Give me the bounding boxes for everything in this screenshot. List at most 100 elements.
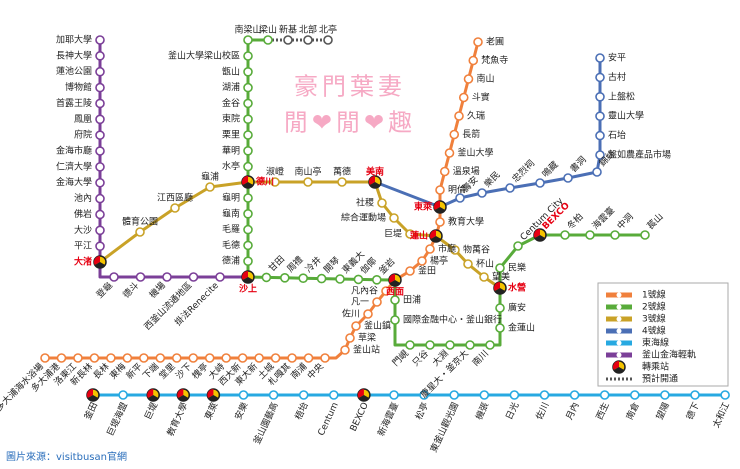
station (238, 390, 249, 400)
legend-label: 預計開通 (642, 373, 678, 385)
station-label: 毛德 (222, 239, 240, 251)
transfer-icon (86, 389, 93, 398)
transfer-icon (241, 176, 248, 185)
station-label: 水亭 (222, 160, 240, 172)
station-label: 國際金融中心・釜山銀行 (403, 314, 502, 326)
station-label: 華明 (222, 144, 240, 156)
station (298, 273, 309, 284)
station (243, 114, 253, 124)
transfer-label: 大渚 (74, 256, 92, 268)
station-label: 釜山大學梁山校區 (168, 50, 240, 62)
watermark: 豪門葉妻 (294, 73, 406, 101)
station-label: 靈山大學 (608, 110, 644, 122)
transfer-icon (177, 389, 184, 398)
station (371, 274, 382, 285)
station (170, 203, 180, 213)
station-label: 佐川 (342, 308, 360, 320)
transfer-icon (429, 230, 436, 239)
transfer-icon (534, 235, 546, 242)
station (435, 217, 445, 227)
station (243, 130, 253, 140)
station-label: 盤如農產品市場 (608, 149, 671, 161)
transfer-icon (368, 176, 375, 185)
transfer-label: 沙上 (239, 283, 257, 295)
station (595, 111, 605, 121)
transfer-icon (493, 282, 500, 291)
transfer-icon (613, 367, 625, 374)
station (353, 274, 364, 285)
station (243, 98, 253, 109)
station-label: 釜田 (418, 265, 436, 277)
station (109, 272, 119, 282)
transfer-icon (494, 288, 506, 295)
station (563, 173, 573, 183)
station (243, 82, 253, 93)
station-label: 大沙 (74, 224, 92, 236)
legend-label: 4號線 (642, 325, 666, 337)
transfer-label: 西面 (386, 287, 404, 298)
station-label: 北部 (299, 24, 317, 36)
station (188, 272, 199, 282)
station (337, 177, 347, 187)
station-label: 楊亭 (430, 255, 448, 267)
station-label: 明倫 (448, 184, 466, 196)
legend-label: 1號線 (642, 289, 666, 301)
station (463, 74, 474, 84)
station (539, 390, 550, 400)
station (449, 129, 460, 140)
station-label: 梁山 (259, 24, 277, 36)
transfer-icon (242, 182, 254, 189)
station-label: 教育大學 (448, 216, 484, 228)
transfer-label: 水營 (508, 282, 526, 294)
station (243, 240, 253, 251)
transfer-icon (241, 271, 248, 280)
station-label: 金蓮山 (508, 322, 535, 334)
legend-label: 2號線 (642, 301, 666, 313)
station (345, 333, 355, 343)
transfer-icon (208, 395, 219, 402)
station (95, 146, 105, 156)
station (56, 353, 67, 363)
station (560, 230, 570, 240)
transfer-icon (357, 389, 364, 398)
station (381, 286, 391, 296)
station (340, 345, 350, 355)
station-label: 平江 (74, 241, 92, 252)
station (261, 272, 272, 283)
station (454, 111, 464, 121)
transfer-icon (207, 389, 214, 398)
station (425, 244, 435, 254)
legend-label: 3號線 (642, 313, 666, 325)
station (495, 263, 505, 273)
station (118, 390, 128, 400)
station-label: 凡一 (351, 297, 369, 308)
station (263, 35, 273, 45)
station-label: 溫泉場 (453, 165, 480, 177)
station-label: 釜山站 (353, 344, 380, 356)
station-label: 田浦 (403, 294, 421, 306)
transfer-icon (358, 395, 370, 402)
station-label: 老圃 (486, 36, 504, 48)
station (204, 353, 215, 363)
station (405, 229, 415, 239)
station (95, 35, 105, 45)
transfer-label: 蓮山 (410, 230, 428, 242)
station (569, 390, 580, 400)
station (89, 353, 100, 363)
station-label: 民樂 (508, 262, 526, 274)
station (287, 353, 297, 363)
station (513, 241, 523, 251)
station (477, 188, 487, 198)
station (243, 256, 253, 267)
station-label: 古村 (608, 71, 626, 83)
station (390, 315, 400, 325)
transfer-icon (389, 280, 401, 287)
station (298, 390, 309, 400)
transfer-label: 美南 (366, 166, 384, 178)
transfer-icon (434, 207, 446, 214)
station (95, 193, 105, 204)
transfer-icon (87, 395, 99, 402)
transfer-icon (93, 256, 100, 265)
legend-label: 轉乘站 (642, 361, 669, 373)
station (243, 193, 253, 203)
